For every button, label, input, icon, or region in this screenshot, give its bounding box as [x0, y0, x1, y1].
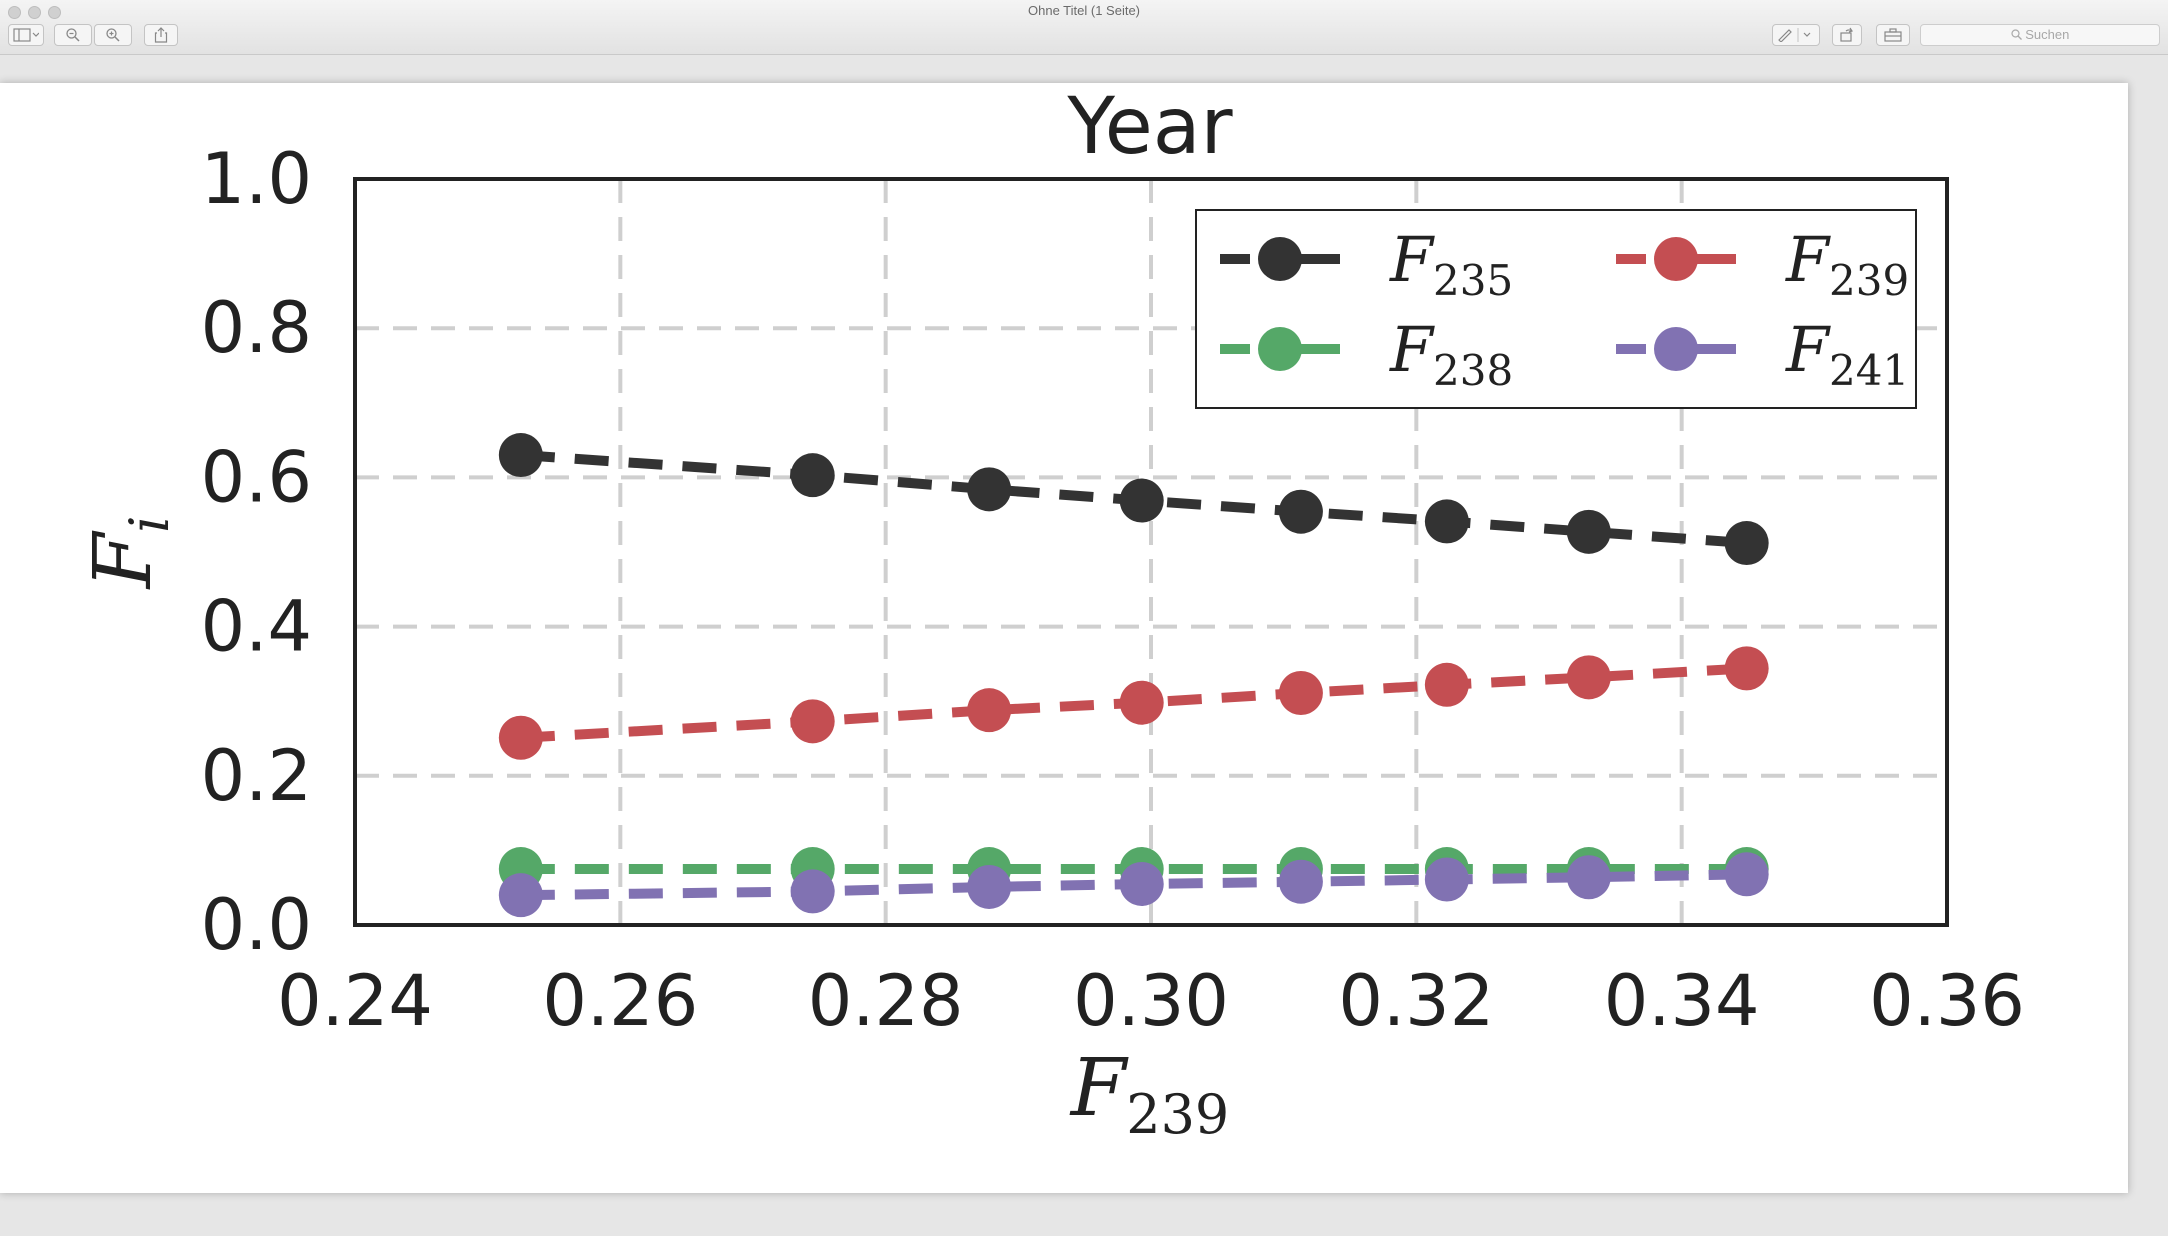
- rotate-button[interactable]: [1832, 24, 1862, 46]
- data-point: [1119, 861, 1164, 906]
- x-tick-label: 0.30: [1073, 960, 1229, 1042]
- legend-marker: [1258, 327, 1302, 371]
- data-point: [1724, 646, 1769, 691]
- document-page: 0.0 0.2 0.4 0.6 0.8 1.0 0.24 0.26 0.28 0.30 0.32 0…: [0, 83, 2128, 1193]
- x-tick-label: 0.24: [277, 960, 433, 1042]
- x-tick-labels: 0.24 0.26 0.28 0.30 0.32 0.34 0.36: [277, 960, 2025, 1042]
- pen-icon: [1778, 28, 1811, 43]
- zoom-out-button[interactable]: [54, 24, 92, 46]
- legend-entry-F239: F239: [1616, 223, 1909, 305]
- series-line: [520, 450, 1748, 549]
- data-point: [498, 873, 543, 918]
- data-point: [1566, 855, 1611, 900]
- window-titlebar: Ohne Titel (1 Seite): [0, 0, 2168, 55]
- data-point: [1566, 655, 1611, 700]
- minimize-window-button[interactable]: [28, 6, 41, 19]
- data-point: [498, 433, 543, 478]
- data-point: [790, 869, 835, 914]
- zoom-in-button[interactable]: [94, 24, 132, 46]
- zoom-window-button[interactable]: [48, 6, 61, 19]
- share-button[interactable]: [144, 24, 178, 46]
- data-point: [1278, 489, 1323, 534]
- legend-entry-F241: F241: [1616, 313, 1909, 395]
- x-tick-label: 0.34: [1604, 960, 1760, 1042]
- y-tick-labels: 0.0 0.2 0.4 0.6 0.8 1.0: [201, 138, 312, 966]
- y-tick-label: 0.6: [201, 436, 312, 518]
- zoom-out-icon: [66, 28, 80, 42]
- search-field[interactable]: Suchen: [1920, 24, 2160, 46]
- toolbox-icon: [1884, 28, 1902, 42]
- series-F239: [498, 646, 1769, 760]
- search-icon: [2011, 29, 2022, 40]
- data-point: [1278, 859, 1323, 904]
- data-point: [790, 699, 835, 744]
- legend-marker: [1654, 237, 1698, 281]
- x-axis-label-text: F239: [1069, 1041, 1230, 1146]
- sidebar-button[interactable]: [8, 24, 44, 46]
- chart: 0.00.20.40.60.81.0 0.24 0.26 0.28 0.30 0.32 0…: [76, 83, 2025, 1146]
- data-point: [1278, 670, 1323, 715]
- legend-label: F241: [1785, 313, 1909, 395]
- y-tick-label: 0.4: [201, 586, 312, 668]
- x-tick-label: 0.32: [1338, 960, 1494, 1042]
- data-point: [1424, 857, 1469, 902]
- legend: F235 F239 F238 F241: [1195, 209, 1917, 409]
- data-point: [790, 453, 835, 498]
- x-tick-label: 0.26: [542, 960, 698, 1042]
- data-point: [967, 688, 1012, 733]
- legend-box: [1195, 209, 1917, 409]
- data-point: [1566, 509, 1611, 554]
- y-tick-label: 0.2: [201, 735, 312, 817]
- share-icon: [154, 27, 168, 43]
- data-point: [967, 467, 1012, 512]
- legend-marker: [1654, 327, 1698, 371]
- data-point: [1119, 680, 1164, 725]
- legend-entry-F238: F238: [1220, 313, 1513, 395]
- legend-entry-F235: F235: [1220, 223, 1513, 305]
- rotate-icon: [1840, 27, 1853, 42]
- y-axis-label: Fi: [76, 516, 181, 591]
- data-point: [967, 864, 1012, 909]
- zoom-in-icon: [106, 28, 120, 42]
- data-point: [1119, 478, 1164, 523]
- y-axis-label-text: Fi: [76, 516, 181, 591]
- legend-label: F239: [1785, 223, 1909, 305]
- chart-title: Year: [1066, 83, 1233, 172]
- data-point: [1724, 852, 1769, 897]
- data-point: [1724, 521, 1769, 566]
- data-point: [1424, 662, 1469, 707]
- plot-frame: [353, 177, 1949, 927]
- x-tick-label: 0.28: [808, 960, 964, 1042]
- data-point: [498, 715, 543, 760]
- window-title: Ohne Titel (1 Seite): [1028, 3, 1140, 18]
- series-line: [520, 869, 1747, 901]
- series-F241: [498, 852, 1769, 918]
- legend-marker: [1258, 237, 1302, 281]
- series-F235: [498, 433, 1769, 566]
- legend-label: F238: [1389, 313, 1513, 395]
- y-tick-label: 1.0: [201, 138, 312, 220]
- legend-label: F235: [1389, 223, 1513, 305]
- series-line: [520, 663, 1747, 743]
- search-placeholder: Suchen: [2025, 27, 2070, 42]
- sidebar-icon: [13, 28, 40, 42]
- series-layer: [498, 433, 1769, 918]
- close-window-button[interactable]: [8, 6, 21, 19]
- x-tick-label: 0.36: [1869, 960, 2025, 1042]
- y-tick-label: 0.0: [201, 884, 312, 966]
- toolbox-button[interactable]: [1876, 24, 1910, 46]
- markup-button[interactable]: [1772, 24, 1820, 46]
- data-point: [1424, 499, 1469, 544]
- x-axis-label: F239: [1069, 1041, 1230, 1146]
- y-tick-label: 0.8: [201, 287, 312, 369]
